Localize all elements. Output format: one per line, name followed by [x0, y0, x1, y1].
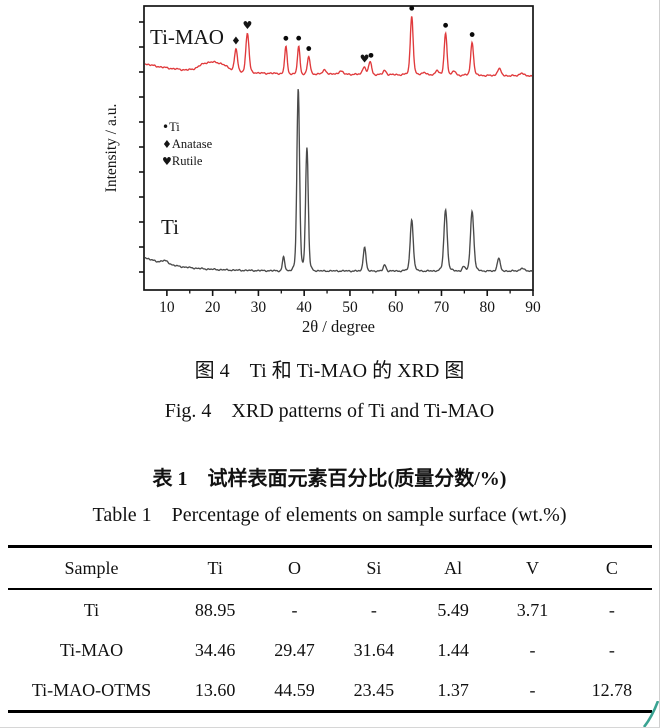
diamond-icon: ♦ [162, 138, 172, 151]
column-header-ti: Ti [175, 546, 255, 590]
table-cell: - [529, 640, 536, 660]
dot-icon: • [162, 120, 169, 134]
xrd-chart: 10 20 30 40 50 60 70 80 90 2θ / degree Intensity /… [103, 5, 541, 336]
figure-caption-en: Fig. 4 XRD patterns of Ti and Ti-MAO [164, 400, 495, 422]
elements-table: Sample Ti O Si Al V C Ti 88.95- -5.49 3.71- Ti-MAO… [7, 545, 652, 713]
table-caption-en: Table 1 Percentage of elements on sample… [92, 504, 567, 526]
ti-peak-dot-icon [469, 32, 475, 37]
table-cell: 5.49 [437, 600, 469, 620]
x-tick-label: 90 [525, 299, 541, 316]
series-ti-mao: ♦♥♥Ti-MAO [145, 5, 532, 78]
column-header-v: V [492, 546, 573, 590]
xrd-curve-ti-mao [145, 16, 532, 78]
column-header-si: Si [334, 546, 414, 590]
table-cell: 31.64 [353, 640, 395, 660]
ti-peak-dot-icon [296, 35, 302, 41]
y-axis-title: Intensity / a.u. [103, 104, 120, 193]
table-cell: - [529, 680, 536, 700]
table-cell: 23.45 [353, 680, 395, 700]
table-cell: 12.78 [591, 680, 633, 700]
column-header-o: O [254, 546, 335, 590]
table-row: Ti-MAO-OTMS 13.60 44.59 23.45 1.37 - 12.78 [8, 670, 652, 712]
heart-icon: ♥ [162, 155, 172, 168]
table-cell: 3.71 [516, 600, 549, 620]
legend: •Ti ♦Anatase ♥Rutile [162, 120, 213, 168]
rutile-heart-icon: ♥ [242, 19, 252, 32]
ti-peak-dot-icon [306, 46, 312, 51]
table-cell: 34.46 [194, 640, 236, 660]
x-tick-label: 80 [479, 299, 495, 316]
series-label-ti-mao: Ti-MAO [150, 25, 224, 49]
x-axis: 10 20 30 40 50 60 70 80 90 2θ / degree [159, 290, 541, 336]
sample-name: Ti-MAO [59, 640, 124, 660]
xrd-curve-ti [145, 89, 532, 273]
x-axis-title: 2θ / degree [302, 317, 375, 336]
table-header-row: Sample Ti O Si Al V C [7, 546, 652, 590]
table-cell: - [370, 600, 377, 620]
x-tick-label: 10 [159, 299, 175, 316]
table-cell: 1.37 [437, 680, 469, 700]
y-axis: Intensity / a.u. [103, 21, 144, 273]
table-row: Ti-MAO 34.46 29.47 31.64 1.44 - - [8, 630, 652, 670]
table-cell: - [291, 600, 298, 620]
table-cell: 1.44 [437, 640, 469, 660]
legend-item-anatase: ♦Anatase [162, 137, 213, 151]
ti-peak-dot-icon [368, 52, 374, 58]
series-ti: Ti [145, 89, 532, 273]
ti-peak-dot-icon [283, 35, 289, 41]
x-tick-label: 30 [251, 299, 267, 316]
rutile-heart-icon: ♥ [360, 52, 370, 65]
sample-name: Ti [83, 600, 100, 620]
x-tick-label: 40 [296, 299, 312, 316]
legend-item-rutile: ♥Rutile [162, 154, 203, 168]
plot-frame [143, 5, 534, 291]
corner-artifact [643, 701, 659, 727]
x-tick-label: 70 [434, 299, 450, 316]
table-cell: 44.59 [274, 680, 315, 700]
legend-item-ti: •Ti [162, 120, 180, 134]
anatase-diamond-icon: ♦ [231, 34, 241, 47]
table-cell: 29.47 [274, 640, 315, 660]
x-tick-label: 60 [388, 299, 404, 316]
series-label-ti: Ti [161, 215, 179, 239]
table-caption-zh: 表 1 试样表面元素百分比(质量分数/%) [152, 468, 507, 490]
ti-peak-dot-icon [443, 22, 448, 28]
x-tick-label: 20 [205, 299, 221, 316]
table-cell: - [608, 600, 615, 620]
table-cell: 13.60 [194, 680, 236, 700]
table-row: Ti 88.95 - - 5.49 3.71 - [8, 589, 652, 630]
table-cell: - [608, 640, 615, 660]
x-tick-label: 50 [342, 299, 358, 316]
sample-name: Ti-MAO-OTMS [31, 680, 152, 700]
ti-peak-dot-icon [409, 5, 415, 11]
column-header-sample: Sample [7, 546, 176, 590]
column-header-c: C [572, 546, 652, 590]
figure-caption-zh: 图 4 Ti 和 Ti-MAO 的 XRD 图 [194, 360, 465, 382]
table-cell: 88.95 [194, 600, 236, 620]
column-header-al: Al [413, 546, 493, 590]
